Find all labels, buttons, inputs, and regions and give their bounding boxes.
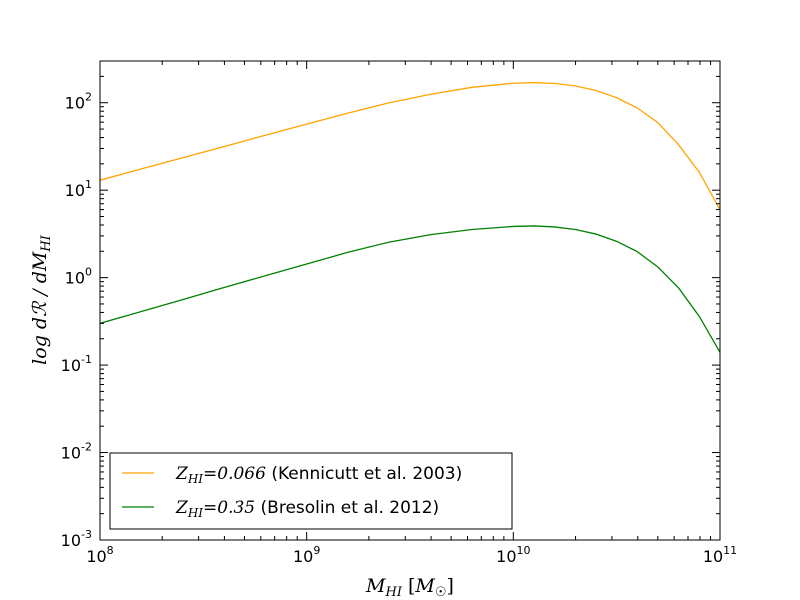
y-tick-label: 10-3	[61, 528, 92, 550]
x-tick-label: 108	[86, 544, 113, 566]
series-line-1	[100, 225, 720, 353]
y-tick-label: 10-1	[61, 353, 92, 375]
legend-box	[109, 452, 513, 530]
axis-ticks	[99, 61, 721, 541]
y-axis-label: log dℛ / dMHI	[29, 234, 54, 364]
y-tick-label: 100	[65, 266, 92, 288]
x-tick-label: 1010	[496, 544, 530, 566]
y-tick-label: 102	[65, 91, 92, 113]
y-tick-label: 10-2	[61, 441, 92, 463]
plot-content	[100, 81, 720, 353]
legend-label-bresolin: ZHI=0.35 (Bresolin et al. 2012)	[175, 498, 439, 520]
series-line-0	[100, 81, 720, 210]
plot-frame	[99, 60, 721, 541]
axis-tick-labels: 108 109 1010 1011 10-3 10-2 10-1 100 101 102	[61, 91, 738, 566]
x-tick-label: 109	[293, 544, 320, 566]
legend-label-kennicutt: ZHI=0.066 (Kennicutt et al. 2003)	[175, 464, 462, 486]
x-tick-label: 1011	[703, 544, 737, 566]
x-axis-label: MHI [M☉]	[365, 575, 454, 600]
y-tick-label: 101	[65, 178, 92, 200]
legend: ZHI=0.066 (Kennicutt et al. 2003) ZHI=0.…	[109, 452, 513, 530]
